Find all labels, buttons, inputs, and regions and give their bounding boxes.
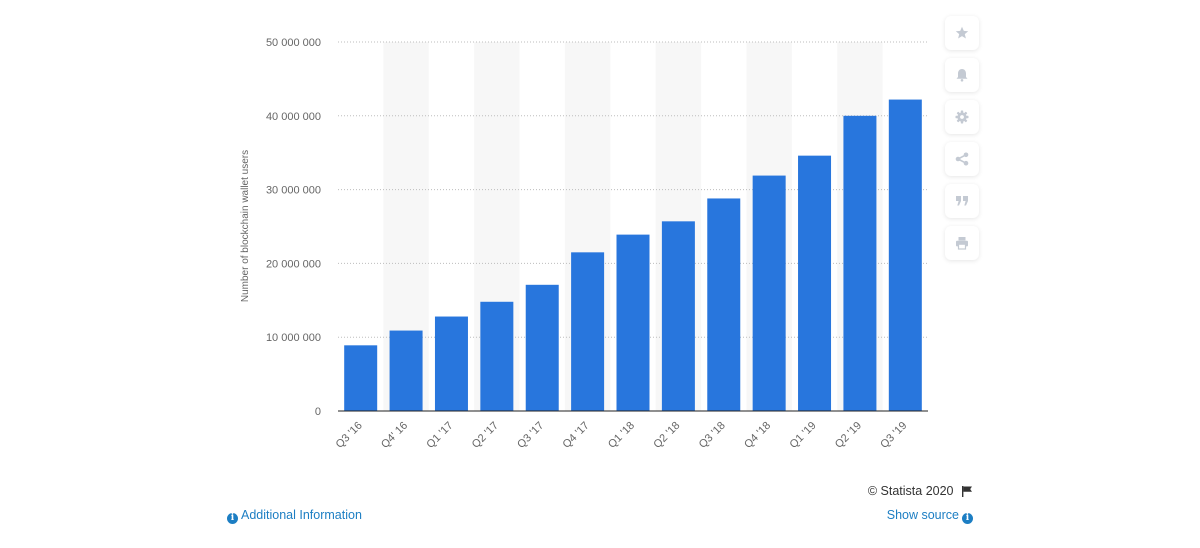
x-tick-label: Q2 '19 — [833, 420, 864, 451]
x-tick-label: Q4' 16 — [379, 420, 410, 451]
bell-icon — [956, 69, 968, 82]
y-tick-label: 50 000 000 — [266, 37, 321, 49]
x-tick-label: Q4 '17 — [561, 420, 592, 451]
bar — [571, 252, 605, 411]
additional-information-link[interactable]: i Additional Information — [227, 508, 362, 524]
x-tick-label: Q3 '17 — [515, 420, 546, 451]
bars — [344, 99, 922, 412]
bar — [480, 301, 514, 411]
y-tick-label: 10 000 000 — [266, 332, 321, 344]
y-tick-label: 0 — [315, 406, 321, 418]
favorite-button[interactable] — [945, 16, 979, 50]
credit-text: © Statista 2020 — [867, 484, 954, 498]
print-icon — [956, 237, 968, 250]
x-tick-label: Q3 '19 — [878, 420, 909, 451]
y-axis-title: Number of blockchain wallet users — [240, 150, 251, 302]
flag-icon[interactable] — [961, 485, 973, 497]
additional-information-label: Additional Information — [241, 508, 362, 522]
x-tick-label: Q3 '16 — [334, 420, 365, 451]
cite-button[interactable] — [945, 184, 979, 218]
chart-toolbar — [939, 8, 985, 270]
show-source-link[interactable]: Show source i — [887, 508, 973, 524]
x-axis-labels: Q3 '16 Q4' 16 Q1 '17 Q2 '17 Q3 '17 Q4 '17 Q1 '… — [334, 420, 910, 451]
notification-button[interactable] — [945, 58, 979, 92]
quote-icon — [956, 196, 968, 206]
y-axis-ticks: 0 10 000 000 20 000 000 30 000 000 40 000 00… — [266, 37, 321, 418]
bar — [888, 99, 922, 412]
bar — [344, 345, 378, 411]
bar — [843, 115, 877, 412]
settings-button[interactable] — [945, 100, 979, 134]
x-tick-label: Q1 '19 — [787, 420, 818, 451]
bar — [525, 284, 559, 411]
x-tick-label: Q1 '17 — [424, 420, 455, 451]
share-icon — [955, 152, 969, 166]
x-tick-label: Q3 '18 — [697, 420, 728, 451]
bar — [389, 330, 423, 411]
print-button[interactable] — [945, 226, 979, 260]
bar — [752, 175, 786, 411]
y-tick-label: 30 000 000 — [266, 185, 321, 197]
gear-icon — [955, 110, 969, 124]
info-icon: i — [227, 513, 238, 524]
x-tick-label: Q1 '18 — [606, 420, 637, 451]
share-button[interactable] — [945, 142, 979, 176]
info-icon: i — [962, 513, 973, 524]
x-tick-label: Q2 '18 — [651, 420, 682, 451]
x-tick-label: Q2 '17 — [470, 420, 501, 451]
y-tick-label: 40 000 000 — [266, 111, 321, 123]
bar — [616, 234, 650, 411]
copyright-credit: © Statista 2020 — [868, 484, 973, 498]
y-tick-label: 20 000 000 — [266, 258, 321, 270]
bar — [661, 221, 695, 411]
bar — [707, 198, 741, 411]
x-tick-label: Q4 '18 — [742, 420, 773, 451]
bar — [798, 155, 832, 411]
star-icon — [955, 26, 969, 39]
bar — [434, 316, 468, 411]
show-source-label: Show source — [886, 508, 959, 522]
